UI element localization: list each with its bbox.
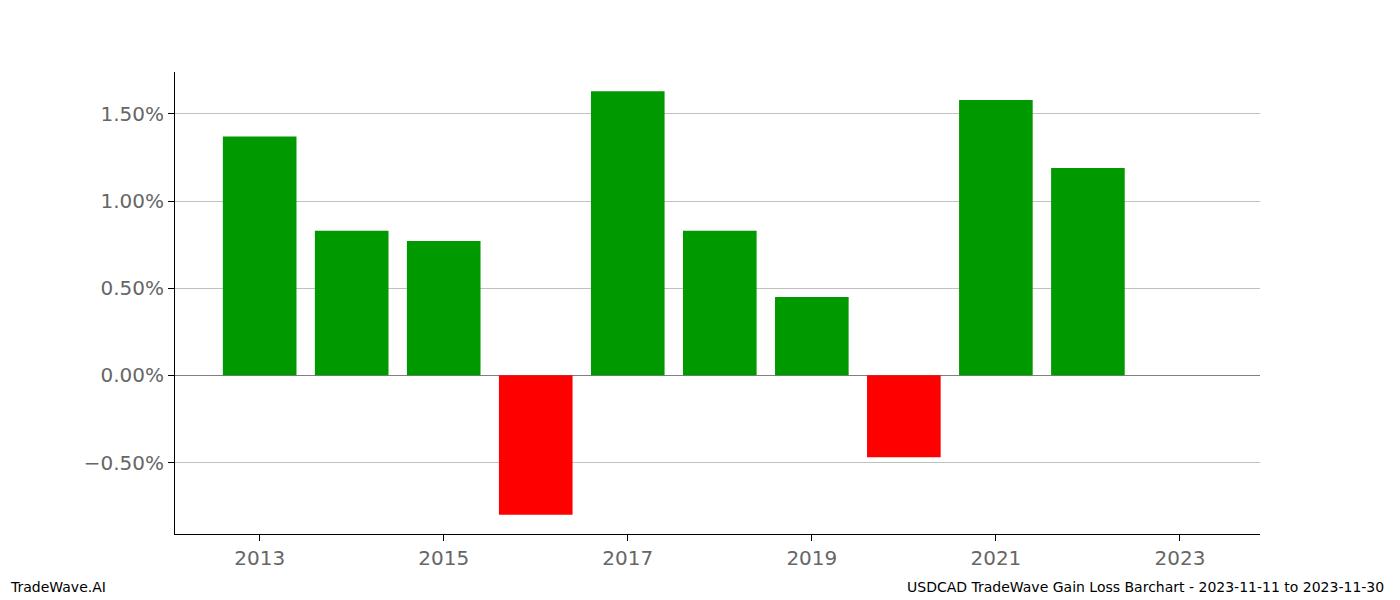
svg-text:0.50%: 0.50%: [100, 276, 164, 300]
svg-text:2021: 2021: [970, 546, 1021, 570]
svg-text:2023: 2023: [1154, 546, 1205, 570]
svg-text:TradeWave.AI: TradeWave.AI: [10, 579, 106, 595]
svg-text:2017: 2017: [602, 546, 653, 570]
svg-text:USDCAD TradeWave Gain Loss Bar: USDCAD TradeWave Gain Loss Barchart - 20…: [907, 579, 1384, 595]
svg-text:2015: 2015: [418, 546, 469, 570]
svg-text:1.00%: 1.00%: [100, 189, 164, 213]
svg-text:−0.50%: −0.50%: [84, 451, 164, 475]
svg-text:2019: 2019: [786, 546, 837, 570]
svg-text:0.00%: 0.00%: [100, 363, 164, 387]
svg-text:2013: 2013: [234, 546, 285, 570]
svg-text:1.50%: 1.50%: [100, 102, 164, 126]
